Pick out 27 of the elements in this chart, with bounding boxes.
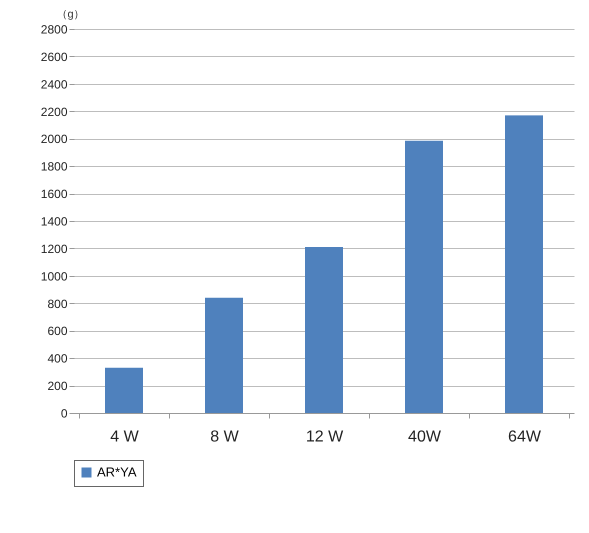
y-tick-label: 1000 (40, 269, 68, 284)
y-tick-label: 800 (47, 296, 68, 311)
bar (205, 298, 243, 413)
x-tick-label: 8 W (210, 428, 240, 446)
y-tick-label: 400 (47, 352, 68, 366)
x-tick-label: 40W (408, 428, 442, 446)
x-tick-label: 4 W (110, 428, 140, 446)
bar (305, 247, 343, 413)
x-tick-label: 64W (508, 428, 542, 446)
bar (105, 368, 143, 413)
x-tick-label: 12 W (306, 428, 344, 446)
y-tick-label: 1800 (40, 160, 68, 174)
y-tick-label: 1600 (40, 187, 68, 202)
y-tick-label: 1200 (40, 242, 68, 256)
y-tick-label: 2000 (40, 132, 68, 146)
y-tick-label: 200 (47, 379, 68, 394)
y-tick-label: 0 (60, 406, 68, 420)
legend-label: AR*YA (97, 464, 137, 480)
y-tick-label: 2400 (40, 77, 68, 92)
y-tick-label: 2600 (40, 50, 68, 64)
y-tick-label: 2200 (40, 104, 68, 119)
bar (505, 115, 543, 413)
y-axis-title: （g） (56, 8, 85, 20)
y-tick-label: 600 (47, 324, 68, 338)
y-tick-label: 2800 (40, 22, 68, 36)
y-tick-label: 1400 (40, 214, 68, 228)
bar (405, 140, 443, 413)
